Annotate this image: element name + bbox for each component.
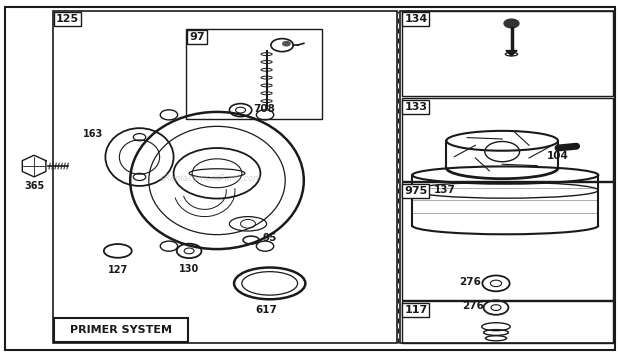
Text: 975: 975 (404, 186, 428, 196)
Text: 95: 95 (262, 233, 277, 243)
Bar (402, 11, 613, 96)
Text: 365: 365 (24, 181, 44, 191)
Text: 127: 127 (108, 265, 128, 275)
Text: 163: 163 (83, 129, 103, 139)
Circle shape (504, 19, 519, 28)
Text: 125: 125 (56, 14, 79, 25)
Bar (402, 98, 613, 180)
Text: 617: 617 (255, 305, 278, 315)
Circle shape (283, 42, 290, 46)
Text: 130: 130 (179, 264, 199, 274)
Text: PRIMER SYSTEM: PRIMER SYSTEM (70, 325, 172, 335)
Text: 133: 133 (404, 102, 427, 112)
Bar (400, 11, 615, 343)
Polygon shape (506, 51, 517, 56)
Bar (53, 11, 397, 343)
Text: 104: 104 (547, 151, 569, 161)
Bar (402, 301, 613, 343)
Text: 708: 708 (253, 104, 275, 114)
Text: 276: 276 (462, 301, 484, 311)
Text: 276: 276 (459, 277, 481, 287)
Bar (186, 29, 322, 119)
Text: 117: 117 (404, 305, 428, 315)
Text: 137: 137 (434, 185, 456, 195)
Bar (402, 182, 613, 300)
Text: eReplacementParts.com: eReplacementParts.com (160, 174, 262, 183)
Text: 134: 134 (404, 14, 428, 25)
Polygon shape (22, 155, 46, 177)
Text: 97: 97 (189, 32, 205, 43)
FancyBboxPatch shape (54, 318, 188, 342)
